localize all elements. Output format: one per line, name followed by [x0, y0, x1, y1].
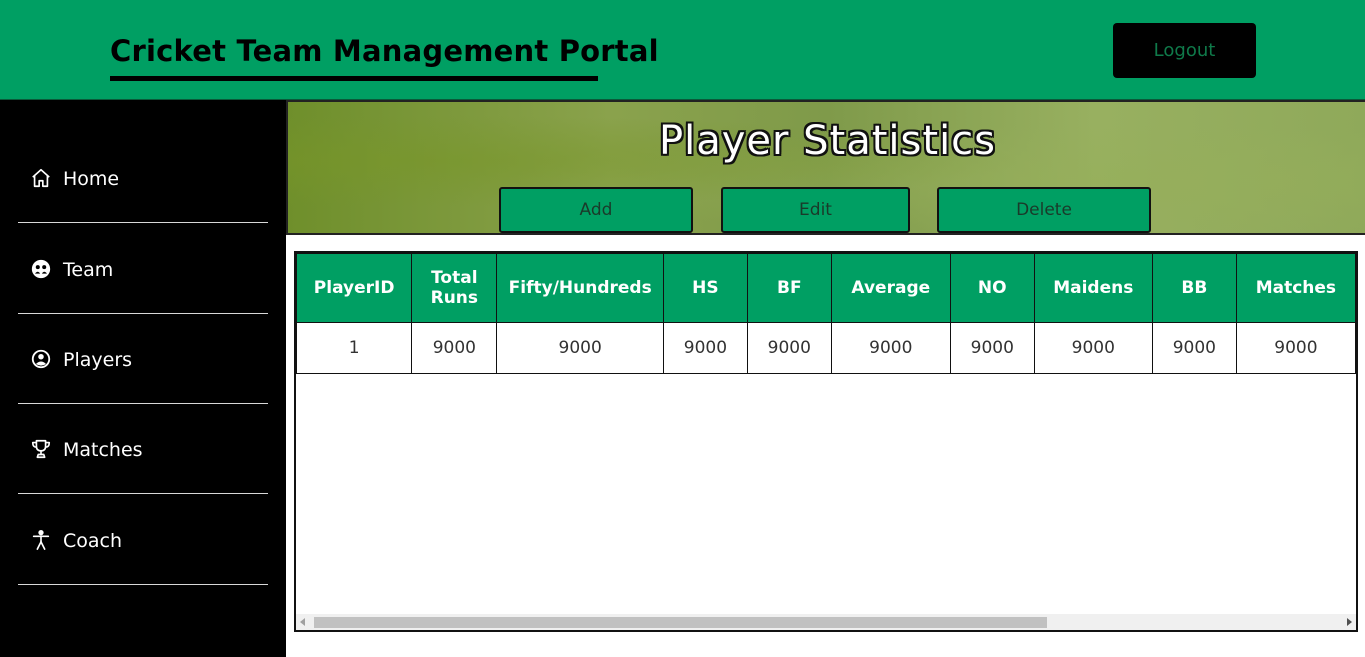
- app-title: Cricket Team Management Portal: [110, 34, 659, 68]
- column-header: NO: [949, 253, 1035, 323]
- home-icon: [32, 168, 50, 188]
- column-header: BB: [1151, 253, 1237, 323]
- page-banner: Player Statistics Add Edit Delete: [286, 100, 1365, 235]
- scrollbar-thumb[interactable]: [314, 617, 1047, 628]
- sidebar-item-matches[interactable]: Matches: [18, 404, 268, 494]
- edit-button[interactable]: Edit: [721, 187, 910, 233]
- table-cell: 9000: [949, 322, 1035, 374]
- table-row[interactable]: 1 9000 9000 9000 9000 9000 9000 9000 900…: [296, 322, 1356, 374]
- column-header: Matches: [1235, 253, 1356, 323]
- table-header-row: PlayerID Total Runs Fifty/Hundreds HS BF…: [296, 253, 1356, 323]
- team-icon: [31, 259, 51, 279]
- table-cell: 9000: [1151, 322, 1237, 374]
- sidebar-item-label: Matches: [63, 439, 143, 461]
- sidebar-item-team[interactable]: Team: [18, 224, 268, 314]
- table-cell: 9000: [411, 322, 498, 374]
- sidebar: Home Team Players Matches Coach: [0, 100, 286, 657]
- table-cell: 9000: [830, 322, 951, 374]
- column-header: Average: [830, 253, 951, 323]
- add-button[interactable]: Add: [499, 187, 693, 233]
- sidebar-item-label: Coach: [63, 530, 123, 552]
- table-cell: 9000: [746, 322, 832, 374]
- player-stats-table: PlayerID Total Runs Fifty/Hundreds HS BF…: [296, 253, 1356, 374]
- scroll-right-arrow-icon[interactable]: [1347, 618, 1352, 626]
- sidebar-item-coach[interactable]: Coach: [18, 495, 268, 585]
- logout-button[interactable]: Logout: [1113, 23, 1256, 78]
- title-underline: [110, 76, 598, 81]
- column-header: Maidens: [1033, 253, 1153, 323]
- trophy-icon: [31, 439, 51, 459]
- stats-table-container: PlayerID Total Runs Fifty/Hundreds HS BF…: [294, 251, 1358, 632]
- sidebar-item-label: Team: [63, 259, 114, 281]
- column-header: BF: [746, 253, 832, 323]
- table-cell: 9000: [496, 322, 664, 374]
- page-title: Player Statistics: [658, 118, 997, 164]
- sidebar-item-home[interactable]: Home: [18, 133, 268, 223]
- column-header: PlayerID: [296, 253, 413, 323]
- horizontal-scrollbar[interactable]: [296, 614, 1356, 630]
- table-cell: 9000: [1033, 322, 1153, 374]
- top-header: Cricket Team Management Portal Logout: [0, 0, 1365, 100]
- accessibility-icon: [32, 530, 50, 550]
- sidebar-item-label: Home: [63, 168, 120, 190]
- table-cell: 9000: [1235, 322, 1356, 374]
- sidebar-item-players[interactable]: Players: [18, 314, 268, 404]
- scroll-left-arrow-icon[interactable]: [300, 618, 305, 626]
- column-header: Total Runs: [411, 253, 498, 323]
- column-header: HS: [662, 253, 748, 323]
- column-header: Fifty/Hundreds: [496, 253, 664, 323]
- table-cell: 9000: [662, 322, 748, 374]
- user-circle-icon: [31, 349, 51, 369]
- table-cell: 1: [296, 322, 413, 374]
- delete-button[interactable]: Delete: [937, 187, 1151, 233]
- sidebar-item-label: Players: [63, 349, 133, 371]
